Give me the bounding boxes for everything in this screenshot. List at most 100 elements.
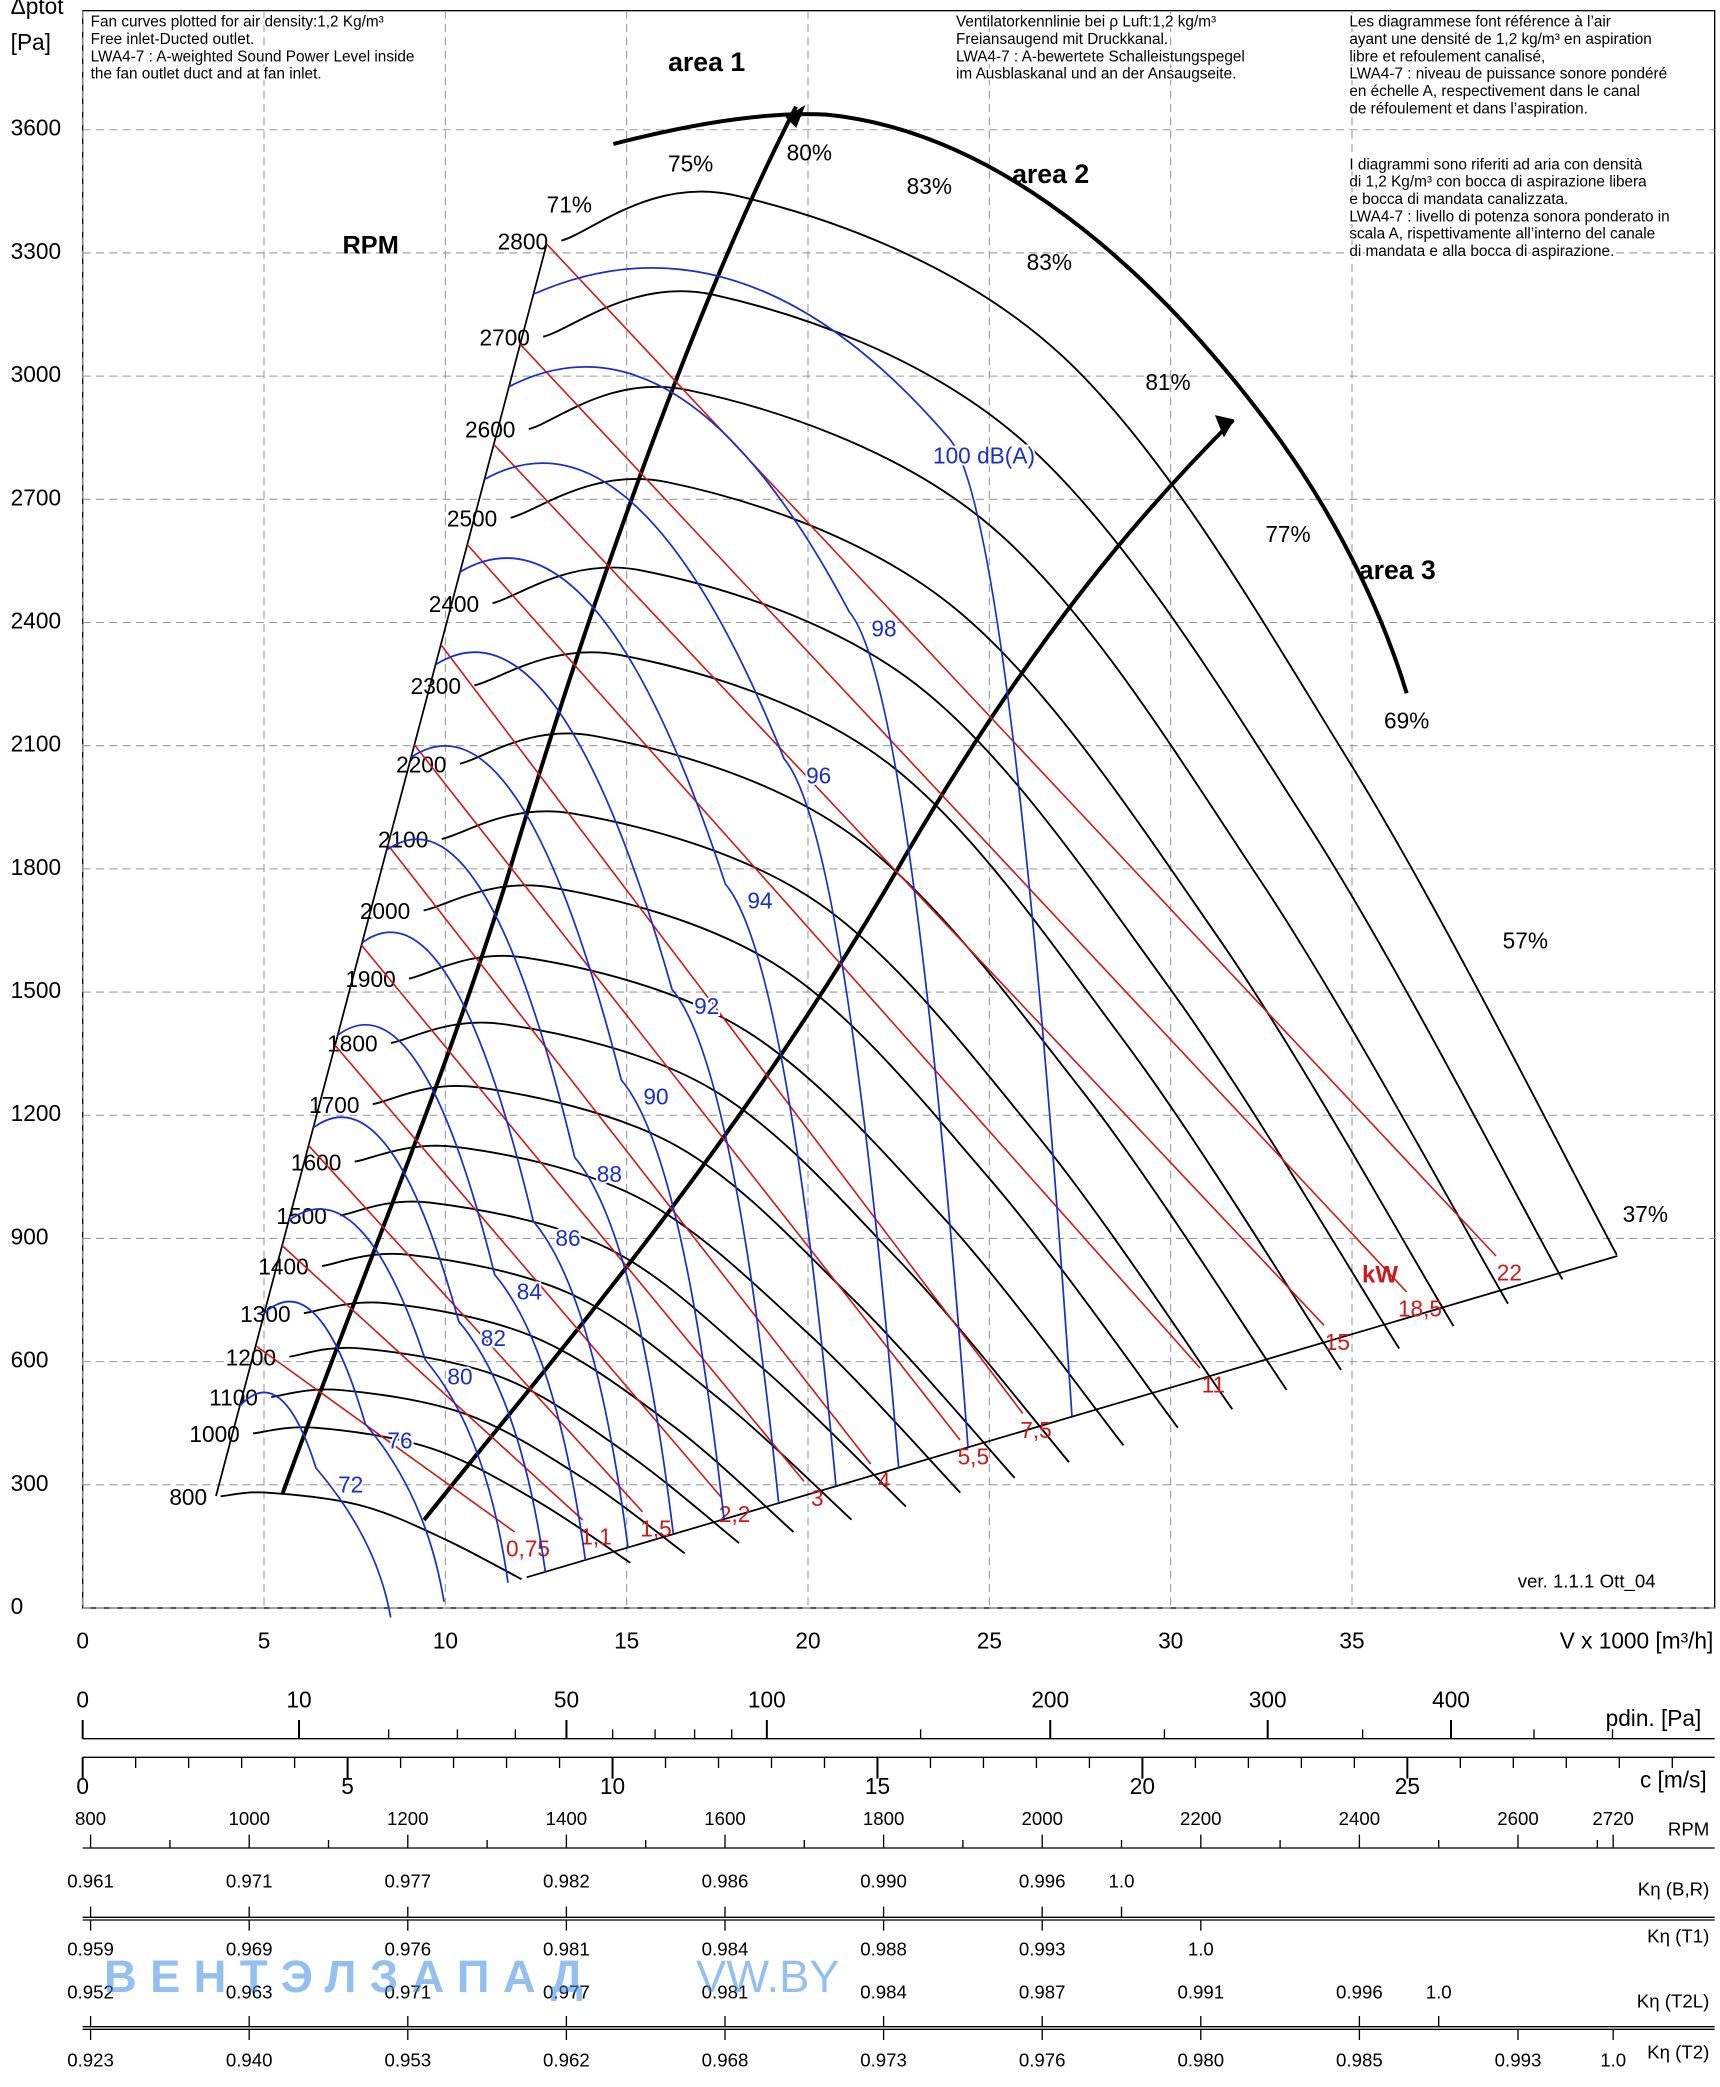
k-row-value: 0.991	[1177, 1981, 1224, 2002]
db-label: 86	[555, 1225, 580, 1251]
note-line: di mandata e alla bocca di aspirazione.	[1349, 243, 1614, 260]
k-row-value: 0.984	[860, 1981, 907, 2002]
k-row-value: 0.981	[543, 1939, 590, 1960]
note-line: LWA4-7 : A-bewertete Schalleistungspegel	[956, 48, 1245, 65]
db-curve	[533, 267, 1073, 1417]
area-label: area 1	[668, 47, 745, 77]
watermark-site: VW.BY	[696, 1951, 840, 2002]
scales: 0 10 50 100 200 300 400 pdin. [Pa] 0 5 10 15 20 25 c […	[67, 1686, 1715, 2070]
rpm-tick-label: 800	[75, 1808, 106, 1829]
rpm-curve	[408, 954, 1125, 1446]
rpm-curve	[510, 477, 1455, 1327]
k-row-value: 0.923	[67, 2049, 114, 2070]
rpm-tick-label: 2600	[1497, 1808, 1539, 1829]
note-line: scala A, rispettivamente all’interno del…	[1349, 226, 1655, 243]
db-curve	[337, 1024, 587, 1561]
k-row-value: 1.0	[1109, 1871, 1135, 1892]
rpm-curve	[372, 1085, 1016, 1479]
y-tick-label: 300	[11, 1470, 49, 1496]
area-arrows	[785, 105, 1235, 438]
k-row-value: 0.993	[1019, 1939, 1066, 1960]
kw-line	[493, 443, 1325, 1326]
rpm-curve	[354, 1144, 961, 1494]
plot: 8001000110012001300140015001600170018001…	[169, 47, 1668, 1618]
k-row-value: 0.976	[384, 1939, 431, 1960]
y-axis-label: Δptot	[11, 0, 65, 19]
pdin-tick-label: 50	[554, 1686, 579, 1712]
kw-label: 7,5	[1020, 1417, 1052, 1443]
k-row-value: 0.987	[1019, 1981, 1066, 2002]
rpm-tick-label: 1600	[704, 1808, 746, 1829]
rpm-curve	[289, 1346, 740, 1544]
rpm-label: 2600	[465, 417, 515, 443]
rpm-tick-label: 2000	[1021, 1808, 1063, 1829]
note-line: Ventilatorkennlinie bei ρ Luft:1,2 kg/m³	[956, 14, 1216, 31]
note-background	[953, 12, 1302, 84]
note-line: di 1,2 Kg/m³ con bocca di aspirazione li…	[1349, 174, 1647, 191]
k-row-value: 0.976	[1019, 2049, 1066, 2070]
note-background	[1347, 155, 1696, 262]
k-row-value: 0.940	[226, 2049, 273, 2070]
db-curve	[386, 838, 675, 1535]
kw-line	[519, 343, 1408, 1293]
rpm-tick-label: 2200	[1180, 1808, 1222, 1829]
rpm-curve	[492, 566, 1400, 1350]
kw-line	[281, 1245, 584, 1521]
rpm-label: 1800	[327, 1031, 377, 1057]
rpm-curve	[390, 1021, 1070, 1463]
pdin-tick-label: 0	[76, 1686, 89, 1712]
k-row-value: 0.996	[1019, 1871, 1066, 1892]
y-tick-label: 3600	[11, 115, 61, 141]
k-row-label: Kη (T1)	[1647, 1925, 1709, 1946]
x-axis-label: V x 1000 [m³/h]	[1560, 1628, 1714, 1654]
rpm-title: RPM	[343, 231, 399, 259]
y-axis-unit: [Pa]	[11, 29, 51, 55]
efficiency-label: 80%	[787, 140, 832, 166]
db-curve	[508, 366, 969, 1448]
y-tick-label: 600	[11, 1347, 49, 1373]
rpm-tick-label: 1200	[387, 1808, 429, 1829]
area-label: area 3	[1359, 555, 1436, 585]
rpm-label: 2300	[411, 673, 461, 699]
pdin-tick-label: 300	[1249, 1686, 1287, 1712]
y-tick-label: 0	[11, 1593, 24, 1619]
k-row-value: 0.968	[702, 2049, 749, 2070]
kw-line	[440, 644, 1024, 1414]
c-tick-label: 5	[341, 1773, 354, 1799]
rpm-label: 1000	[189, 1421, 239, 1447]
rpm-curve	[220, 1491, 522, 1581]
rpm-label: 1500	[276, 1203, 326, 1229]
rpm-label: 1200	[226, 1344, 276, 1370]
c-tick-label: 0	[76, 1773, 89, 1799]
k-row-label: Kη (B,R)	[1638, 1879, 1710, 1900]
x-tick-label: 20	[795, 1628, 820, 1654]
db-label: 84	[517, 1278, 542, 1304]
rpm-label: 2400	[429, 591, 479, 617]
map-left-boundary	[215, 243, 548, 1497]
version: ver. 1.1.1 Ott_04	[1518, 1571, 1656, 1593]
k-row-label: Kη (T2)	[1647, 2041, 1709, 2062]
kw-label: 22	[1497, 1260, 1522, 1286]
k-row-value: 0.959	[67, 1939, 114, 1960]
rpm-curve	[303, 1301, 795, 1533]
db-curve	[263, 1300, 445, 1602]
note-line: I diagrammi sono riferiti ad aria con de…	[1349, 156, 1643, 173]
y-tick-label: 2100	[11, 731, 61, 757]
c-tick-label: 15	[865, 1773, 890, 1799]
kw-label: 5,5	[958, 1444, 990, 1470]
x-tick-label: 10	[433, 1628, 458, 1654]
map-lower-boundary	[526, 1255, 1618, 1579]
rpm-label: 2200	[396, 751, 446, 777]
x-tick-label: 30	[1158, 1628, 1183, 1654]
k-row-value: 0.980	[1177, 2049, 1224, 2070]
rpm-label: 2800	[498, 228, 548, 254]
x-tick-label: 15	[614, 1628, 639, 1654]
k-row-value: 0.971	[384, 1981, 431, 2002]
note-line: Fan curves plotted for air density:1,2 K…	[91, 14, 384, 31]
k-row-value: 1.0	[1188, 1939, 1214, 1960]
y-tick-label: 1800	[11, 854, 61, 880]
x-tick-label: 0	[76, 1628, 89, 1654]
y-tick-label: 3000	[11, 361, 61, 387]
